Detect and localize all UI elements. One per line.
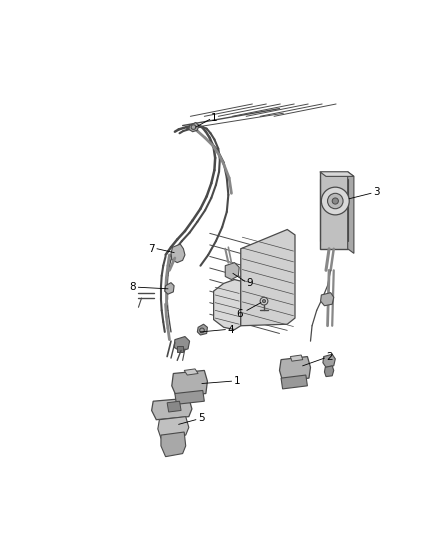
Polygon shape (321, 293, 334, 306)
Polygon shape (241, 230, 295, 326)
Circle shape (321, 187, 349, 215)
Text: 1: 1 (211, 113, 218, 123)
Circle shape (328, 193, 343, 209)
Polygon shape (167, 401, 181, 412)
Polygon shape (225, 263, 239, 280)
Circle shape (332, 198, 339, 204)
Polygon shape (323, 354, 336, 367)
Circle shape (262, 300, 265, 303)
Polygon shape (175, 391, 204, 405)
Polygon shape (161, 432, 186, 457)
Polygon shape (281, 375, 307, 389)
Polygon shape (348, 172, 354, 253)
Polygon shape (171, 244, 185, 263)
Polygon shape (189, 123, 199, 132)
Text: 2: 2 (327, 352, 333, 361)
Polygon shape (325, 366, 334, 377)
Text: 4: 4 (227, 325, 234, 335)
Polygon shape (177, 346, 184, 352)
Polygon shape (198, 324, 208, 335)
Text: 7: 7 (148, 244, 155, 254)
Polygon shape (165, 282, 174, 294)
Polygon shape (320, 172, 354, 176)
Text: 8: 8 (129, 282, 136, 292)
Polygon shape (290, 355, 303, 361)
Polygon shape (184, 369, 198, 375)
Polygon shape (172, 370, 208, 397)
Polygon shape (174, 336, 190, 351)
Polygon shape (320, 172, 348, 249)
Text: 9: 9 (247, 278, 253, 288)
Text: 6: 6 (236, 309, 243, 319)
Polygon shape (214, 280, 241, 329)
Text: 3: 3 (373, 187, 380, 197)
Polygon shape (279, 357, 311, 381)
Text: 1: 1 (233, 376, 240, 386)
Text: 5: 5 (199, 413, 205, 423)
Polygon shape (158, 417, 189, 438)
Polygon shape (152, 398, 192, 419)
